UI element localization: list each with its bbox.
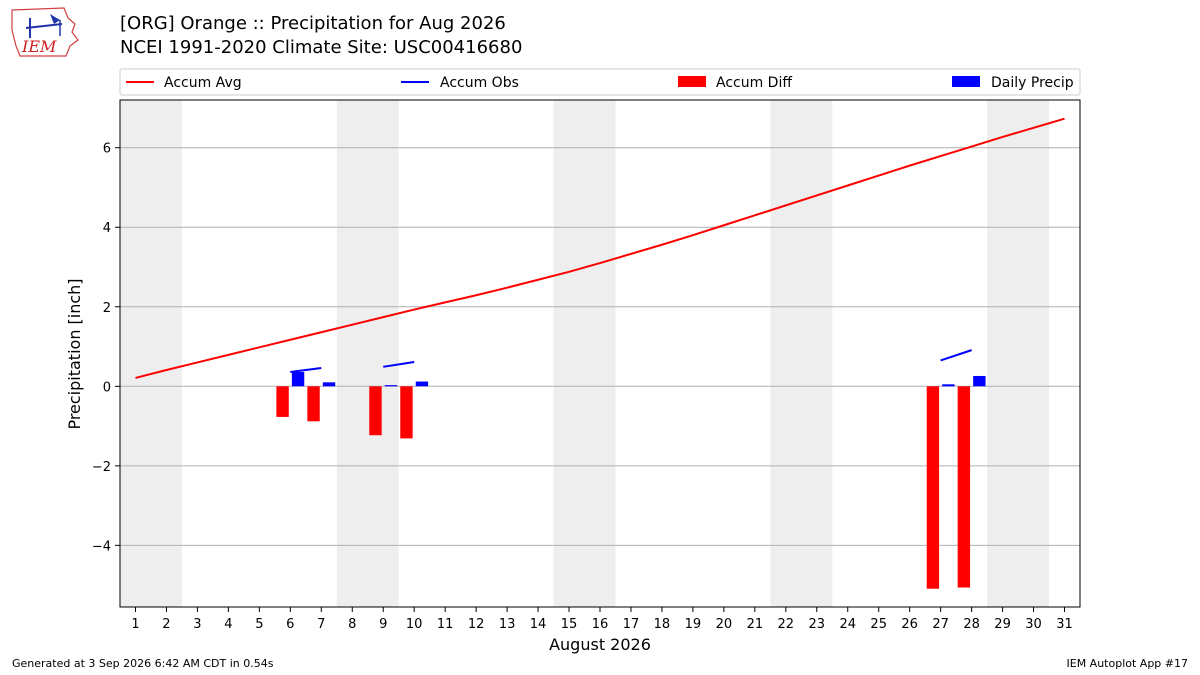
chart-subtitle: NCEI 1991-2020 Climate Site: USC00416680 bbox=[120, 37, 523, 58]
legend-label-daily-precip: Daily Precip bbox=[991, 75, 1074, 91]
weekend-band-2 bbox=[336, 100, 399, 607]
x-tick-label: 28 bbox=[963, 617, 980, 632]
x-tick-label: 9 bbox=[379, 617, 387, 632]
x-tick-label: 26 bbox=[901, 617, 918, 632]
weekend-band-5 bbox=[987, 100, 1050, 607]
legend-swatch-accum-diff bbox=[678, 76, 706, 87]
legend-item-accum-diff: Accum Diff bbox=[678, 75, 792, 91]
weekend-shading bbox=[120, 100, 1050, 607]
y-tick-label: 6 bbox=[103, 142, 111, 157]
lines bbox=[135, 117, 1065, 379]
daily-precip-bar-day-10 bbox=[415, 381, 429, 387]
x-tick-label: 7 bbox=[317, 617, 325, 632]
weekend-band-3 bbox=[553, 100, 616, 607]
x-tick-label: 15 bbox=[561, 617, 578, 632]
legend-item-daily-precip: Daily Precip bbox=[952, 75, 1074, 91]
iem-logo: IEM bbox=[11, 7, 79, 57]
x-tick-label: 19 bbox=[685, 617, 702, 632]
y-tick-label: 2 bbox=[103, 301, 111, 316]
y-tick-label: −2 bbox=[92, 460, 111, 475]
legend-swatch-daily-precip bbox=[952, 76, 980, 87]
x-tick-label: 13 bbox=[499, 617, 516, 632]
x-tick-label: 1 bbox=[131, 617, 139, 632]
chart-title: [ORG] Orange :: Precipitation for Aug 20… bbox=[120, 13, 506, 34]
x-tick-label: 2 bbox=[162, 617, 170, 632]
y-tick-label: 0 bbox=[103, 380, 111, 395]
daily-precip-bar-day-6 bbox=[291, 371, 305, 387]
x-tick-label: 29 bbox=[994, 617, 1011, 632]
weekend-band-4 bbox=[770, 100, 833, 607]
footer-app: IEM Autoplot App #17 bbox=[1066, 657, 1189, 670]
x-tick-label: 8 bbox=[348, 617, 356, 632]
x-tick-label: 6 bbox=[286, 617, 294, 632]
x-tick-label: 22 bbox=[778, 617, 795, 632]
accum-diff-bar-day-28 bbox=[957, 386, 971, 588]
x-tick-label: 12 bbox=[468, 617, 485, 632]
gridlines bbox=[120, 147, 1080, 546]
x-axis: 1 2 3 4 5 6 7 8 9 10 11 12 13 14 15 16 17 18 19 20 21 22 23 24 2… bbox=[131, 607, 1073, 632]
x-tick-label: 21 bbox=[747, 617, 764, 632]
daily-precip-bar-day-9 bbox=[384, 385, 398, 387]
daily-precip-bar-day-28 bbox=[973, 375, 986, 387]
legend-label-accum-obs: Accum Obs bbox=[440, 75, 519, 91]
daily-precip-bar-day-7 bbox=[322, 382, 336, 387]
legend-item-accum-obs: Accum Obs bbox=[401, 75, 519, 91]
accum-diff-bar-day-10 bbox=[400, 386, 413, 439]
y-tick-label: 4 bbox=[103, 221, 111, 236]
x-tick-label: 23 bbox=[809, 617, 826, 632]
accum-diff-bar-day-27 bbox=[926, 386, 940, 589]
accum-obs-line-segment-3 bbox=[940, 349, 972, 362]
x-tick-label: 25 bbox=[870, 617, 887, 632]
accum-diff-bar-day-6 bbox=[276, 386, 289, 417]
accum-obs-line-segment-2 bbox=[383, 361, 415, 368]
x-tick-label: 20 bbox=[716, 617, 733, 632]
x-tick-label: 14 bbox=[530, 617, 547, 632]
weekend-band-1 bbox=[120, 100, 182, 607]
footer-generated: Generated at 3 Sep 2026 6:42 AM CDT in 0… bbox=[12, 657, 274, 670]
x-tick-label: 30 bbox=[1025, 617, 1042, 632]
legend-label-accum-avg: Accum Avg bbox=[164, 75, 242, 91]
accum-diff-bar-day-7 bbox=[307, 386, 320, 422]
bars bbox=[276, 371, 986, 589]
x-tick-label: 24 bbox=[839, 617, 856, 632]
x-tick-label: 4 bbox=[224, 617, 232, 632]
accum-avg-line bbox=[135, 117, 1065, 379]
y-axis-label: Precipitation [inch] bbox=[65, 278, 84, 429]
x-tick-label: 3 bbox=[193, 617, 201, 632]
x-tick-label: 17 bbox=[623, 617, 640, 632]
legend-item-accum-avg: Accum Avg bbox=[126, 75, 242, 91]
accum-diff-bar-day-9 bbox=[369, 386, 382, 436]
daily-precip-bar-day-27 bbox=[942, 384, 955, 387]
legend-label-accum-diff: Accum Diff bbox=[716, 75, 792, 91]
y-tick-label: −4 bbox=[92, 539, 111, 554]
y-axis: −4 −2 0 2 4 6 bbox=[92, 142, 120, 554]
legend: Accum Avg Accum Obs Accum Diff Daily Pre… bbox=[119, 68, 1081, 96]
x-tick-label: 16 bbox=[592, 617, 609, 632]
x-axis-label: August 2026 bbox=[549, 635, 651, 654]
x-tick-label: 18 bbox=[654, 617, 671, 632]
accum-obs-line-segment-1 bbox=[290, 367, 322, 373]
x-tick-label: 27 bbox=[932, 617, 949, 632]
x-tick-label: 5 bbox=[255, 617, 263, 632]
x-tick-label: 10 bbox=[406, 617, 423, 632]
logo-text: IEM bbox=[21, 37, 57, 56]
x-tick-label: 11 bbox=[437, 617, 454, 632]
x-tick-label: 31 bbox=[1056, 617, 1073, 632]
